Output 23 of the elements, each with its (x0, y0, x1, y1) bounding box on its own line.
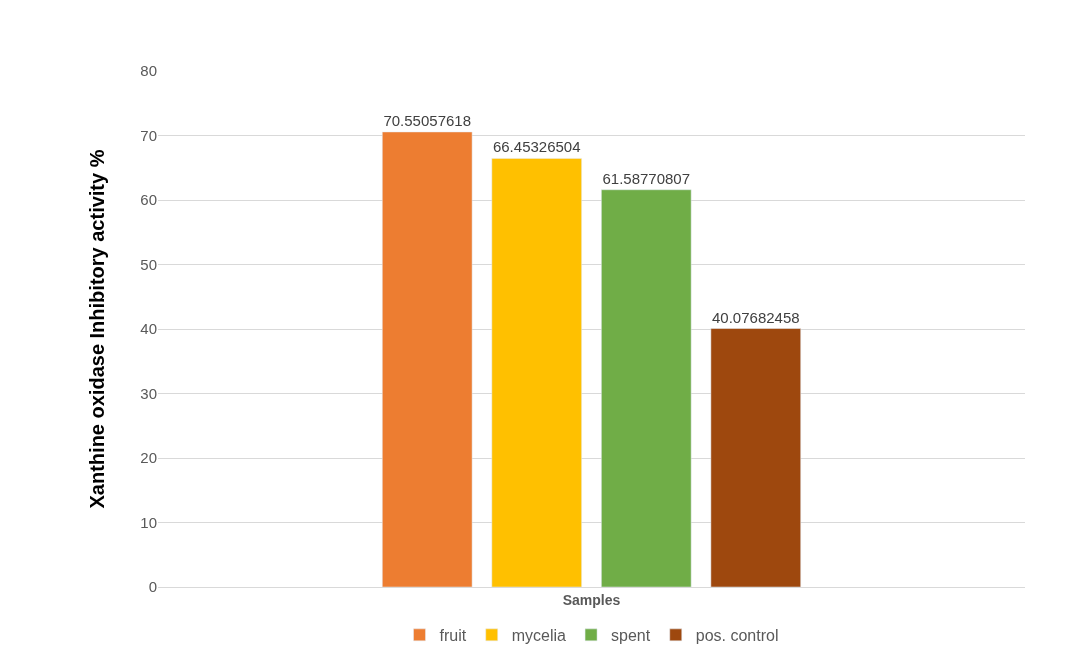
data-label: 66.45326504 (492, 138, 581, 156)
legend-label: pos. control (695, 627, 779, 645)
data-label: 61.58770807 (602, 169, 691, 187)
y-axis-title: Xanthine oxidase Inhibitory activity % (85, 149, 108, 509)
y-tick-label: 20 (140, 449, 157, 467)
bar (382, 131, 473, 587)
legend-label: spent (611, 627, 651, 645)
legend-label: mycelia (511, 627, 567, 645)
y-tick-label: 70 (140, 126, 157, 144)
y-tick-label: 80 (140, 62, 157, 80)
data-label: 40.07682458 (712, 308, 800, 326)
bar (601, 189, 692, 587)
x-axis-title: Samples (562, 592, 621, 609)
data-label: 70.55057618 (383, 111, 471, 129)
bar (710, 328, 801, 587)
y-tick-label: 10 (140, 513, 157, 531)
y-tick-label: 0 (148, 578, 157, 596)
bar (491, 158, 582, 587)
y-tick-label: 50 (140, 255, 157, 273)
legend-label: fruit (439, 627, 467, 645)
y-tick-label: 30 (140, 384, 157, 402)
y-tick-label: 40 (140, 320, 157, 338)
y-tick-label: 60 (140, 191, 157, 209)
